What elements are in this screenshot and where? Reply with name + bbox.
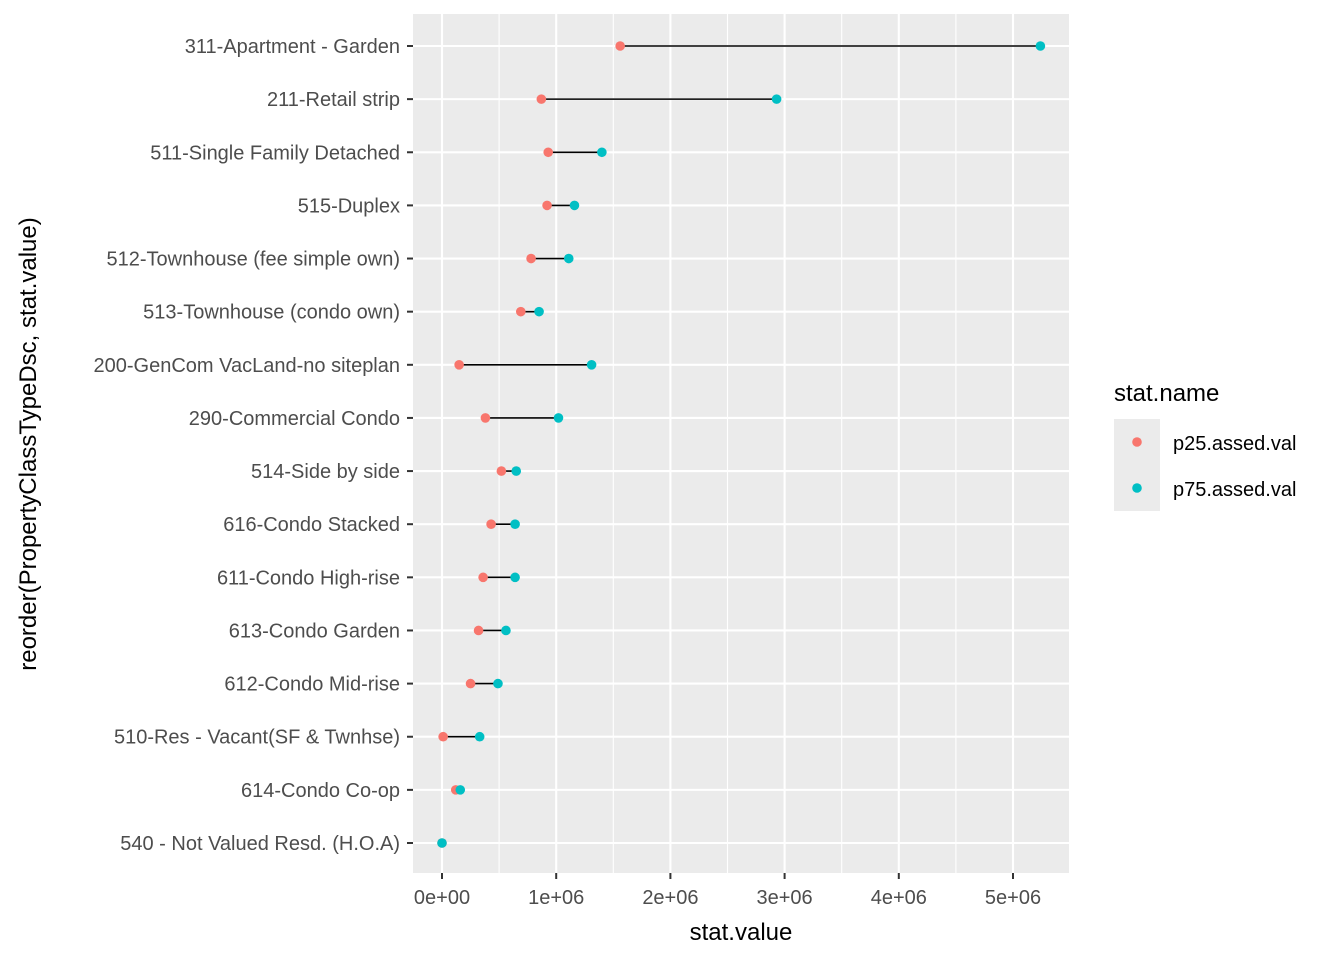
point-p25 <box>615 41 625 51</box>
y-tick-label: 540 - Not Valued Resd. (H.O.A) <box>120 833 400 855</box>
point-p25 <box>465 678 476 689</box>
point-p75 <box>493 678 503 689</box>
point-p75 <box>553 413 564 423</box>
point-p25 <box>480 413 491 423</box>
grid-minor <box>498 14 957 873</box>
y-tick-label: 200-GenCom VacLand-no siteplan <box>94 355 400 377</box>
point-p75 <box>474 731 485 742</box>
point-p25 <box>536 94 547 104</box>
x-tick-label: 1e+06 <box>528 887 584 909</box>
y-axis-title: reorder(PropertyClassTypeDsc, stat.value… <box>15 217 42 671</box>
point-p75 <box>510 519 520 529</box>
x-axis: 0e+00 1e+06 2e+06 3e+06 4e+06 5e+06 <box>414 873 1041 909</box>
point-p75 <box>563 253 574 264</box>
y-axis: 311-Apartment - Garden 211-Retail strip 51… <box>94 36 413 855</box>
point-p25 <box>543 147 554 158</box>
x-axis-title: stat.value <box>690 919 793 946</box>
x-tick-label: 2e+06 <box>642 887 698 909</box>
y-tick-label: 514-Side by side <box>251 461 400 483</box>
legend-label: p75.assed.val <box>1173 479 1296 501</box>
point-p25 <box>542 200 552 211</box>
point-p75 <box>511 466 522 476</box>
y-tick-label: 211-Retail strip <box>267 89 400 111</box>
y-tick-label: 512-Townhouse (fee simple own) <box>107 249 401 271</box>
legend-label: p25.assed.val <box>1173 433 1296 455</box>
point-p75 <box>1035 41 1046 51</box>
point-p75 <box>534 306 544 317</box>
y-tick-label: 311-Apartment - Garden <box>185 36 400 58</box>
x-tick-label: 4e+06 <box>871 887 927 909</box>
point-p25 <box>496 466 507 476</box>
y-tick-label: 511-Single Family Detached <box>150 142 400 164</box>
point-p75 <box>510 572 520 583</box>
y-tick-label: 612-Condo Mid-rise <box>224 674 400 696</box>
point-p75 <box>455 785 466 795</box>
y-tick-label: 614-Condo Co-op <box>241 780 400 802</box>
point-p75 <box>597 147 607 158</box>
point-p25 <box>454 360 464 370</box>
point-p25 <box>515 306 526 317</box>
point-p25 <box>438 731 448 742</box>
point-p75 <box>586 360 597 370</box>
point-p75 <box>501 625 511 636</box>
y-tick-label: 510-Res - Vacant(SF & Twnhse) <box>114 727 400 749</box>
legend-key-background <box>1114 419 1160 511</box>
y-tick-label: 515-Duplex <box>298 195 400 217</box>
point-p75 <box>771 94 782 104</box>
point-p25 <box>478 572 488 583</box>
y-tick-label: 290-Commercial Condo <box>189 408 400 430</box>
legend-key-p75 <box>1132 483 1142 493</box>
legend-title: stat.name <box>1114 380 1219 407</box>
panel-background <box>413 14 1069 873</box>
x-tick-label: 5e+06 <box>985 887 1041 909</box>
y-tick-label: 513-Townhouse (condo own) <box>143 302 400 324</box>
legend: stat.name p25.assed.val p75.assed.val <box>1114 380 1296 511</box>
y-tick-label: 616-Condo Stacked <box>223 514 400 536</box>
point-p75 <box>437 838 447 848</box>
point-p25 <box>526 253 536 264</box>
point-p25 <box>473 625 484 636</box>
legend-key-p25 <box>1132 437 1142 447</box>
point-p25 <box>486 519 496 529</box>
point-p75 <box>569 200 580 211</box>
x-tick-label: 3e+06 <box>757 887 813 909</box>
y-tick-label: 613-Condo Garden <box>229 620 400 642</box>
points <box>437 41 1046 848</box>
x-tick-label: 0e+00 <box>414 887 470 909</box>
y-tick-label: 611-Condo High-rise <box>217 567 400 589</box>
